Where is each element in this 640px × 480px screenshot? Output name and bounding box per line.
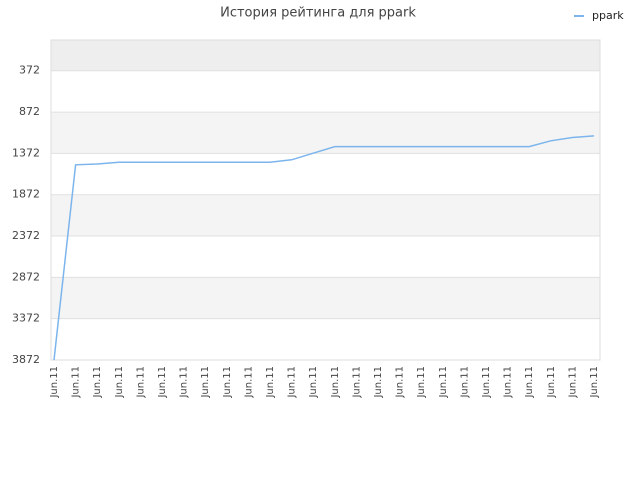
x-tick-label: Jun.11 [524, 366, 535, 399]
y-tick-label: 1872 [12, 188, 40, 201]
chart-title: История рейтинга для ppark [220, 6, 416, 21]
x-tick-label: Jun.11 [287, 366, 298, 399]
grid-band [51, 40, 600, 71]
x-tick-label: Jun.11 [114, 366, 125, 399]
x-tick-label: Jun.11 [71, 366, 82, 399]
x-tick-label: Jun.11 [265, 366, 276, 399]
x-tick-label: Jun.11 [200, 366, 211, 399]
grid-band [51, 236, 600, 278]
grid-band [51, 153, 600, 195]
y-tick-label: 3872 [12, 353, 40, 366]
x-tick-label: Jun.11 [157, 366, 168, 399]
grid-band [51, 318, 600, 360]
x-tick-label: Jun.11 [92, 366, 103, 399]
x-tick-label: Jun.11 [135, 366, 146, 399]
y-tick-label: 2372 [12, 229, 40, 242]
y-tick-label: 2872 [12, 270, 40, 283]
x-tick-label: Jun.11 [503, 366, 514, 399]
x-tick-label: Jun.11 [395, 366, 406, 399]
x-tick-label: Jun.11 [222, 366, 233, 399]
x-tick-label: Jun.11 [179, 366, 190, 399]
grid-band [51, 70, 600, 113]
x-tick-label: Jun.11 [438, 366, 449, 399]
y-tick-label: 3372 [12, 312, 40, 325]
x-tick-label: Jun.11 [243, 366, 254, 399]
x-tick-label: Jun.11 [481, 366, 492, 399]
series-line [53, 135, 595, 361]
x-tick-label: Jun.11 [567, 366, 578, 399]
x-tick-label: Jun.11 [49, 366, 60, 399]
legend-label: ppark [592, 9, 624, 22]
y-tick-label: 872 [19, 105, 40, 118]
grid-band [51, 194, 600, 237]
x-tick-label: Jun.11 [459, 366, 470, 399]
x-tick-label: Jun.11 [546, 366, 557, 399]
x-tick-label: Jun.11 [330, 366, 341, 399]
x-tick-label: Jun.11 [373, 366, 384, 399]
y-tick-label: 372 [19, 64, 40, 77]
y-tick-label: 1372 [12, 146, 40, 159]
grid-band [51, 277, 600, 319]
x-tick-label: Jun.11 [416, 366, 427, 399]
x-tick-label: Jun.11 [308, 366, 319, 399]
plot-border [50, 39, 601, 361]
x-tick-label: Jun.11 [351, 366, 362, 399]
x-tick-label: Jun.11 [589, 366, 600, 399]
